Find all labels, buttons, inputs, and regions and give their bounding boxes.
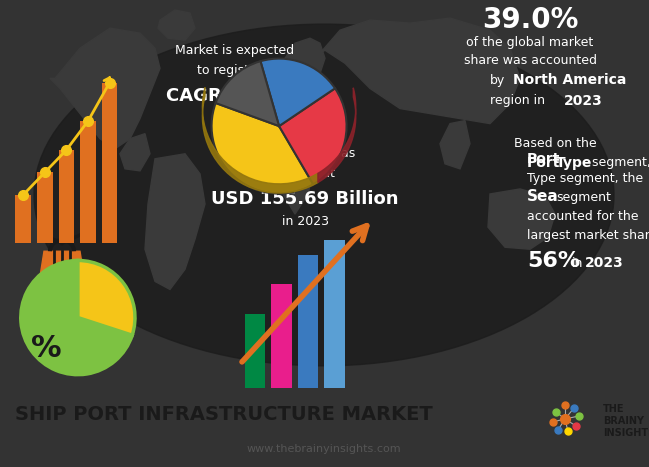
Text: Market is expected: Market is expected bbox=[175, 44, 295, 57]
Text: Port: Port bbox=[527, 156, 560, 170]
Bar bbox=[271, 284, 292, 388]
Text: 2023: 2023 bbox=[564, 93, 603, 107]
Text: Port: Port bbox=[527, 152, 560, 166]
Wedge shape bbox=[215, 61, 279, 126]
Bar bbox=[58, 150, 74, 243]
Text: SHIP PORT INFRASTRUCTURE MARKET: SHIP PORT INFRASTRUCTURE MARKET bbox=[15, 405, 433, 425]
Text: of the global market: of the global market bbox=[467, 35, 594, 49]
Text: 56%: 56% bbox=[527, 251, 580, 271]
Text: accounted for the: accounted for the bbox=[527, 210, 639, 223]
Text: 2023: 2023 bbox=[585, 256, 624, 270]
Text: USD 155.69 Billion: USD 155.69 Billion bbox=[212, 190, 398, 208]
Bar bbox=[324, 240, 345, 388]
Text: share was accounted: share was accounted bbox=[463, 54, 596, 67]
Bar bbox=[16, 195, 31, 243]
Polygon shape bbox=[120, 134, 150, 171]
Text: by: by bbox=[490, 74, 506, 87]
Text: in: in bbox=[572, 257, 583, 270]
Text: INSIGHTS: INSIGHTS bbox=[603, 428, 649, 438]
Wedge shape bbox=[279, 88, 347, 184]
Text: The market was: The market was bbox=[255, 147, 355, 160]
Bar bbox=[102, 83, 117, 243]
Wedge shape bbox=[21, 261, 132, 375]
Polygon shape bbox=[320, 18, 520, 124]
Bar bbox=[80, 121, 96, 243]
Text: largest market share of: largest market share of bbox=[527, 229, 649, 242]
Text: region in: region in bbox=[490, 94, 545, 107]
Polygon shape bbox=[50, 28, 160, 149]
Text: Sea: Sea bbox=[527, 189, 559, 204]
Polygon shape bbox=[280, 38, 325, 80]
Text: Based on the: Based on the bbox=[514, 137, 596, 150]
Text: Type segment, the: Type segment, the bbox=[527, 172, 643, 185]
Polygon shape bbox=[488, 189, 555, 249]
Text: Type: Type bbox=[556, 156, 593, 170]
Wedge shape bbox=[78, 261, 135, 335]
Polygon shape bbox=[270, 77, 325, 214]
Text: in 2023: in 2023 bbox=[282, 215, 328, 227]
Text: CAGR of 4.7%: CAGR of 4.7% bbox=[165, 87, 304, 106]
Bar bbox=[37, 172, 53, 243]
Text: segment, the: segment, the bbox=[592, 156, 649, 170]
Text: www.thebrainyinsights.com: www.thebrainyinsights.com bbox=[247, 444, 401, 454]
Polygon shape bbox=[158, 10, 195, 40]
Text: valued at: valued at bbox=[276, 167, 334, 180]
Bar bbox=[245, 314, 265, 388]
Text: %: % bbox=[31, 334, 62, 363]
Polygon shape bbox=[202, 87, 318, 193]
Polygon shape bbox=[440, 120, 470, 169]
Bar bbox=[298, 255, 318, 388]
Text: North America: North America bbox=[513, 73, 626, 87]
Text: segment: segment bbox=[556, 191, 611, 204]
Text: THE: THE bbox=[603, 404, 624, 414]
Polygon shape bbox=[318, 88, 356, 183]
Wedge shape bbox=[260, 58, 335, 126]
Text: BRAINY: BRAINY bbox=[603, 416, 644, 426]
Ellipse shape bbox=[34, 24, 614, 366]
Text: 39.0%: 39.0% bbox=[482, 6, 578, 34]
Polygon shape bbox=[145, 154, 205, 290]
Polygon shape bbox=[40, 251, 84, 276]
Wedge shape bbox=[212, 103, 313, 194]
Text: to register a: to register a bbox=[197, 64, 273, 77]
